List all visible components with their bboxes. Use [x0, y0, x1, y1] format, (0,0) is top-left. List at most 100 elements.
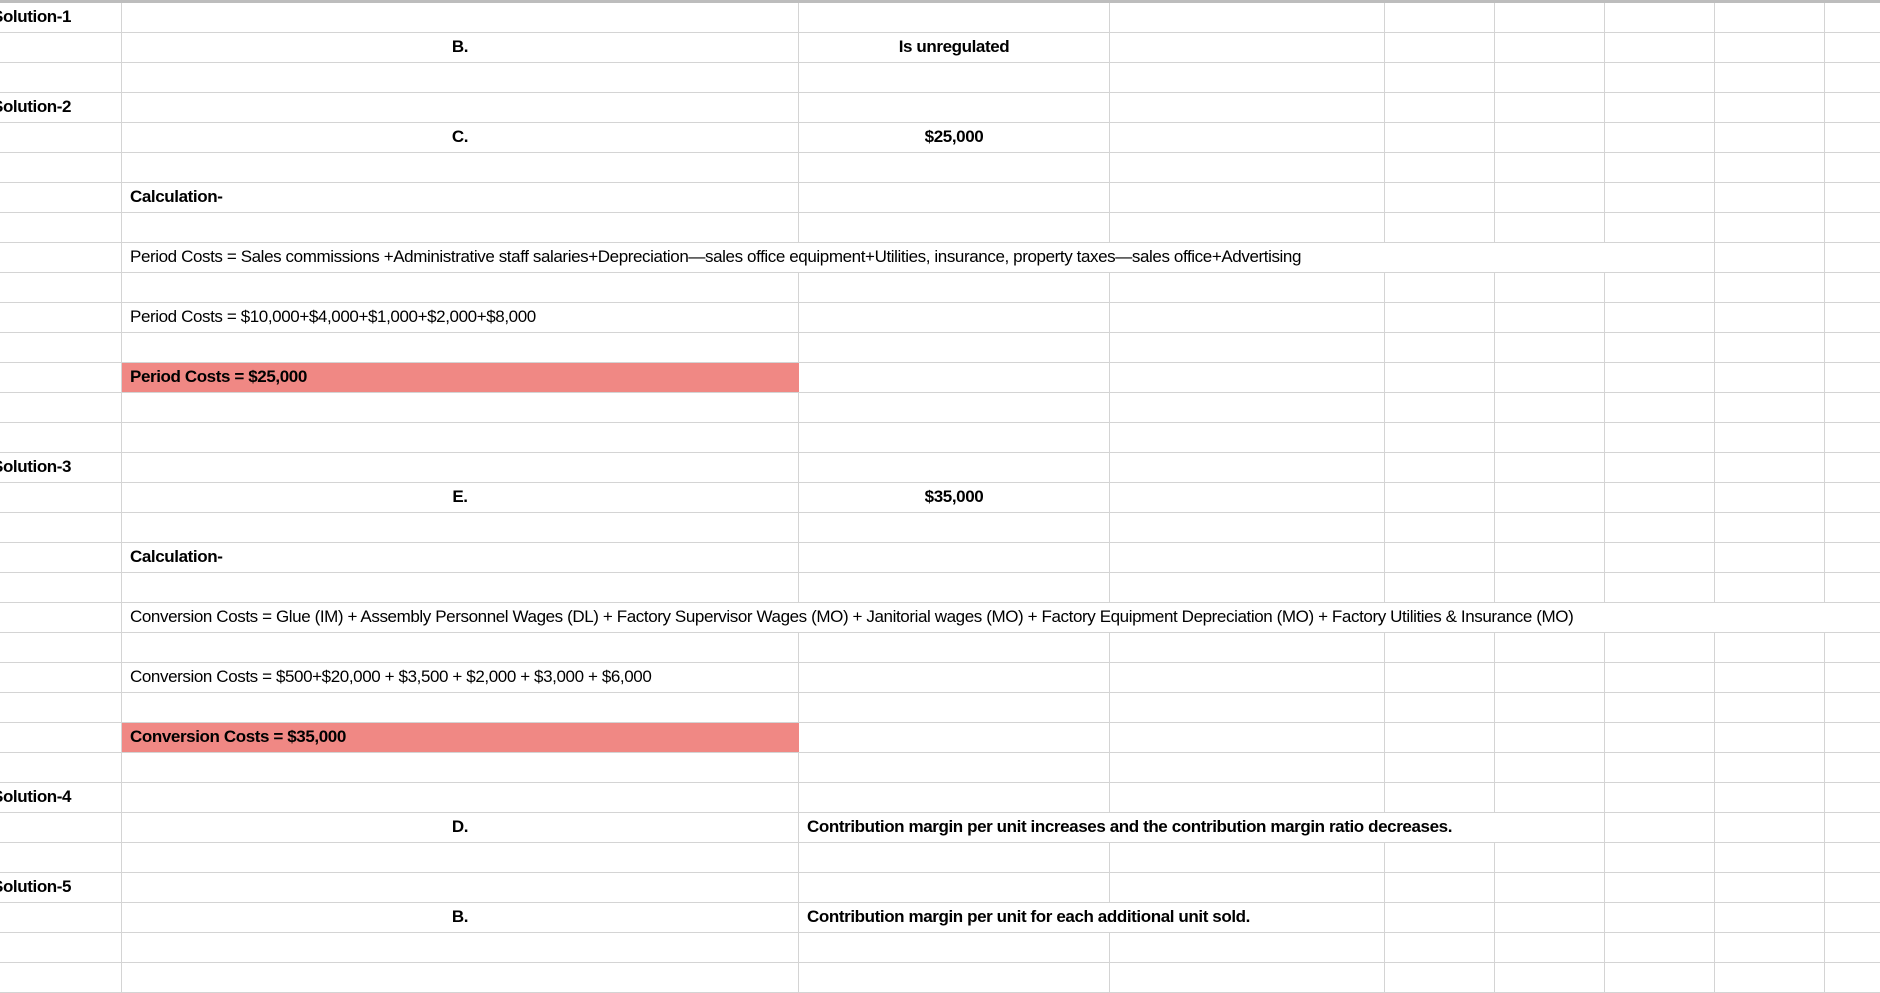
cell-b5[interactable]: C. — [122, 123, 799, 152]
cell-h18[interactable] — [1715, 513, 1825, 542]
cell-b2[interactable]: B. — [122, 33, 799, 62]
cell-i32[interactable] — [1825, 933, 1880, 962]
cell-g7[interactable] — [1605, 183, 1715, 212]
cell-a10[interactable] — [0, 273, 122, 302]
cell-i13[interactable] — [1825, 363, 1880, 392]
cell-d23[interactable] — [1110, 663, 1385, 692]
cell-i23[interactable] — [1825, 663, 1880, 692]
cell-i26[interactable] — [1825, 753, 1880, 782]
cell-h25[interactable] — [1715, 723, 1825, 752]
cell-e17[interactable] — [1385, 483, 1495, 512]
cell-i22[interactable] — [1825, 633, 1880, 662]
cell-i19[interactable] — [1825, 543, 1880, 572]
cell-c30[interactable] — [799, 873, 1110, 902]
cell-b26[interactable] — [122, 753, 799, 782]
cell-d11[interactable] — [1110, 303, 1385, 332]
cell-c28[interactable]: Contribution margin per unit increases a… — [799, 813, 1605, 842]
cell-i6[interactable] — [1825, 153, 1880, 182]
cell-d15[interactable] — [1110, 423, 1385, 452]
cell-g27[interactable] — [1605, 783, 1715, 812]
cell-d30[interactable] — [1110, 873, 1385, 902]
cell-b20[interactable] — [122, 573, 799, 602]
cell-i33[interactable] — [1825, 963, 1880, 992]
cell-c25[interactable] — [799, 723, 1110, 752]
cell-h17[interactable] — [1715, 483, 1825, 512]
cell-a9[interactable] — [0, 243, 122, 272]
cell-g32[interactable] — [1605, 933, 1715, 962]
cell-b9[interactable]: Period Costs = Sales commissions +Admini… — [122, 243, 1715, 272]
cell-e19[interactable] — [1385, 543, 1495, 572]
cell-h33[interactable] — [1715, 963, 1825, 992]
cell-h6[interactable] — [1715, 153, 1825, 182]
cell-e4[interactable] — [1385, 93, 1495, 122]
cell-f20[interactable] — [1495, 573, 1605, 602]
cell-c11[interactable] — [799, 303, 1110, 332]
cell-h19[interactable] — [1715, 543, 1825, 572]
cell-c31[interactable]: Contribution margin per unit for each ad… — [799, 903, 1385, 932]
cell-e10[interactable] — [1385, 273, 1495, 302]
cell-d25[interactable] — [1110, 723, 1385, 752]
cell-h26[interactable] — [1715, 753, 1825, 782]
cell-h16[interactable] — [1715, 453, 1825, 482]
cell-c18[interactable] — [799, 513, 1110, 542]
cell-a12[interactable] — [0, 333, 122, 362]
cell-a1[interactable]: Solution-1 — [0, 3, 122, 32]
cell-i4[interactable] — [1825, 93, 1880, 122]
cell-b28[interactable]: D. — [122, 813, 799, 842]
cell-b16[interactable] — [122, 453, 799, 482]
cell-a27[interactable]: Solution-4 — [0, 783, 122, 812]
cell-e23[interactable] — [1385, 663, 1495, 692]
cell-b10[interactable] — [122, 273, 799, 302]
cell-a15[interactable] — [0, 423, 122, 452]
cell-b30[interactable] — [122, 873, 799, 902]
cell-a23[interactable] — [0, 663, 122, 692]
cell-d10[interactable] — [1110, 273, 1385, 302]
cell-b3[interactable] — [122, 63, 799, 92]
cell-c29[interactable] — [799, 843, 1110, 872]
cell-g6[interactable] — [1605, 153, 1715, 182]
cell-f11[interactable] — [1495, 303, 1605, 332]
cell-f1[interactable] — [1495, 3, 1605, 32]
cell-g1[interactable] — [1605, 3, 1715, 32]
cell-f15[interactable] — [1495, 423, 1605, 452]
cell-b17[interactable]: E. — [122, 483, 799, 512]
cell-i17[interactable] — [1825, 483, 1880, 512]
cell-g4[interactable] — [1605, 93, 1715, 122]
cell-d3[interactable] — [1110, 63, 1385, 92]
cell-h9[interactable] — [1715, 243, 1825, 272]
cell-c12[interactable] — [799, 333, 1110, 362]
cell-c3[interactable] — [799, 63, 1110, 92]
cell-c14[interactable] — [799, 393, 1110, 422]
cell-f26[interactable] — [1495, 753, 1605, 782]
cell-b33[interactable] — [122, 963, 799, 992]
cell-i28[interactable] — [1825, 813, 1880, 842]
cell-a7[interactable] — [0, 183, 122, 212]
cell-h20[interactable] — [1715, 573, 1825, 602]
cell-e33[interactable] — [1385, 963, 1495, 992]
cell-b12[interactable] — [122, 333, 799, 362]
cell-c17[interactable]: $35,000 — [799, 483, 1110, 512]
cell-g12[interactable] — [1605, 333, 1715, 362]
cell-h23[interactable] — [1715, 663, 1825, 692]
cell-i11[interactable] — [1825, 303, 1880, 332]
cell-b6[interactable] — [122, 153, 799, 182]
cell-f19[interactable] — [1495, 543, 1605, 572]
cell-h30[interactable] — [1715, 873, 1825, 902]
cell-e11[interactable] — [1385, 303, 1495, 332]
cell-f2[interactable] — [1495, 33, 1605, 62]
cell-e14[interactable] — [1385, 393, 1495, 422]
cell-h8[interactable] — [1715, 213, 1825, 242]
cell-f4[interactable] — [1495, 93, 1605, 122]
cell-d32[interactable] — [1110, 933, 1385, 962]
cell-g15[interactable] — [1605, 423, 1715, 452]
cell-i24[interactable] — [1825, 693, 1880, 722]
cell-h24[interactable] — [1715, 693, 1825, 722]
cell-b31[interactable]: B. — [122, 903, 799, 932]
cell-c1[interactable] — [799, 3, 1110, 32]
cell-i9[interactable] — [1825, 243, 1880, 272]
cell-e7[interactable] — [1385, 183, 1495, 212]
cell-i30[interactable] — [1825, 873, 1880, 902]
cell-d27[interactable] — [1110, 783, 1385, 812]
cell-d29[interactable] — [1110, 843, 1385, 872]
cell-h14[interactable] — [1715, 393, 1825, 422]
